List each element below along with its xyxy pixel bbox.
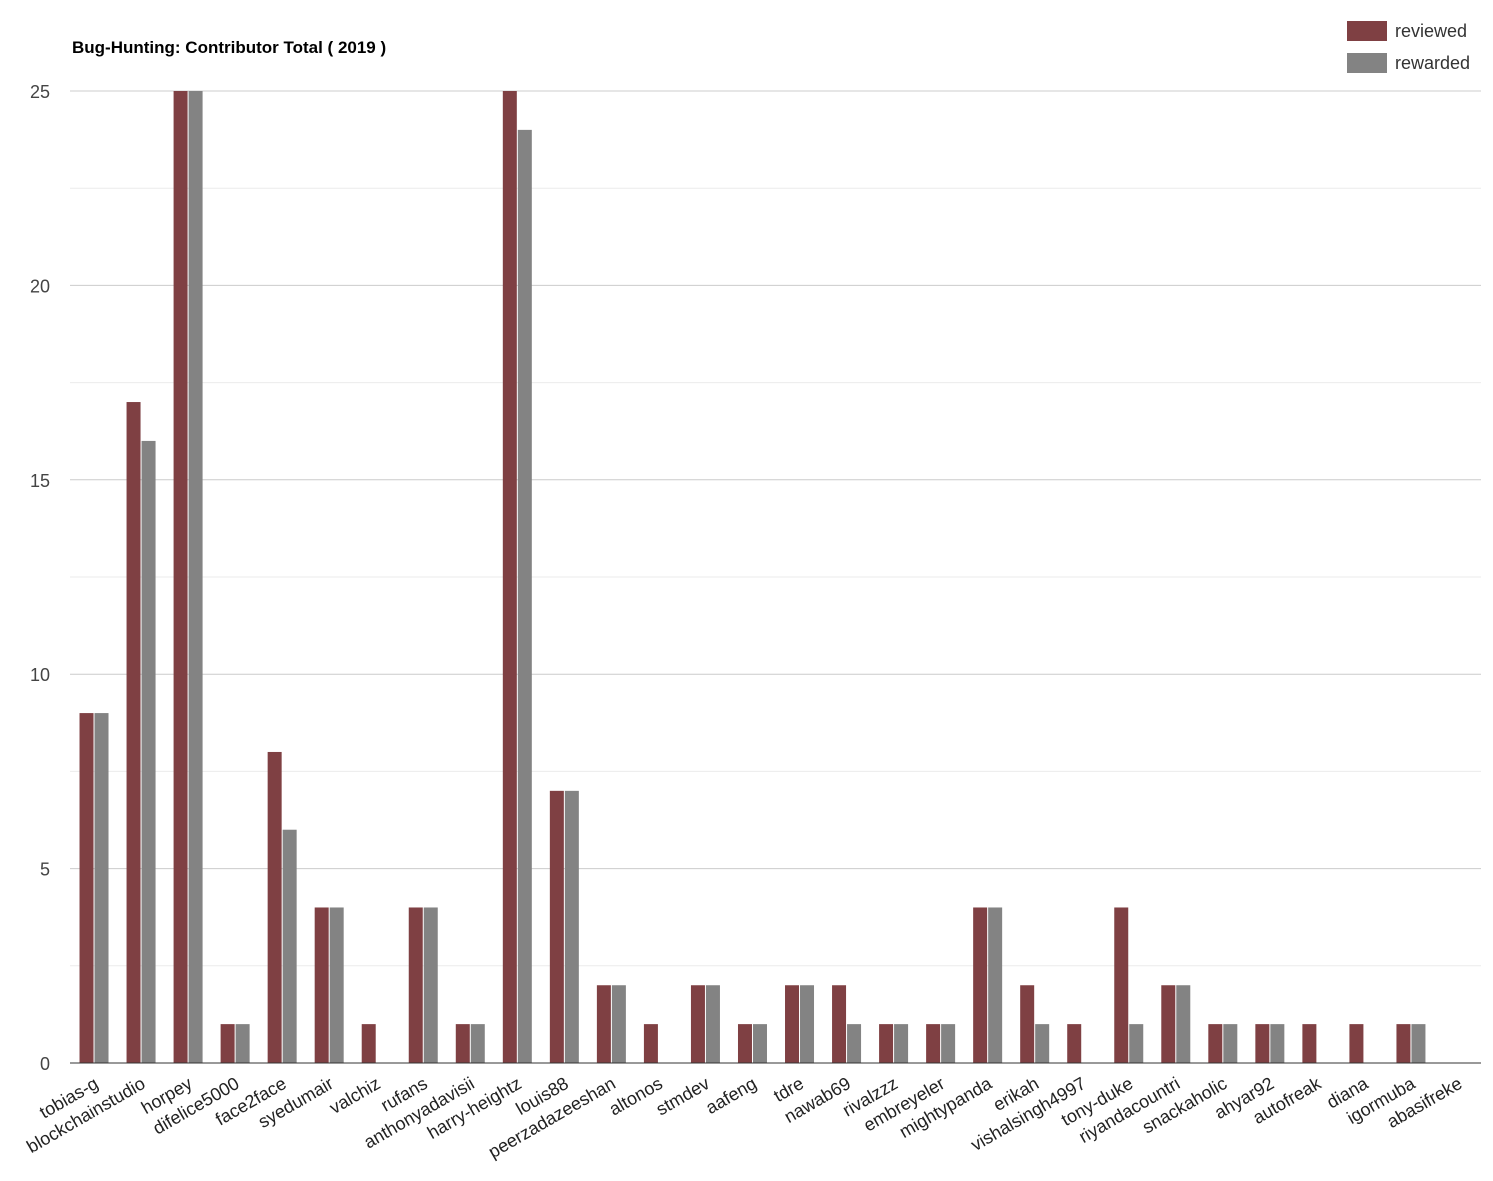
y-tick-label: 20 (30, 276, 50, 296)
bar-rewarded-harry-heightz[interactable] (517, 129, 532, 1063)
gridlines (70, 90, 1481, 967)
bar-rewarded-aafeng[interactable] (752, 1024, 767, 1063)
bar-reviewed-stmdev[interactable] (690, 985, 705, 1063)
bar-rewarded-tobias-g[interactable] (94, 713, 109, 1063)
bar-reviewed-syedumair[interactable] (314, 907, 329, 1063)
bar-reviewed-nawab69[interactable] (832, 985, 847, 1063)
legend-swatch-rewarded (1347, 53, 1387, 73)
bar-reviewed-aafeng[interactable] (737, 1024, 752, 1063)
y-tick-label: 10 (30, 665, 50, 685)
bar-reviewed-louis88[interactable] (549, 790, 564, 1063)
bar-reviewed-valchiz[interactable] (361, 1024, 376, 1063)
bar-rewarded-riyandacountri[interactable] (1176, 985, 1191, 1063)
x-tick-label: aafeng (702, 1073, 760, 1118)
bar-reviewed-tdre[interactable] (785, 985, 800, 1063)
x-tick-label: stmdev (653, 1073, 713, 1119)
bar-rewarded-horpey[interactable] (188, 91, 203, 1063)
bar-reviewed-rufans[interactable] (408, 907, 423, 1063)
y-tick-label: 0 (40, 1054, 50, 1074)
bar-reviewed-embreyeler[interactable] (926, 1024, 941, 1063)
bar-reviewed-peerzadazeeshan[interactable] (596, 985, 611, 1063)
bar-rewarded-mightypanda[interactable] (988, 907, 1003, 1063)
bar-rewarded-louis88[interactable] (564, 790, 579, 1063)
legend-item-rewarded[interactable]: rewarded (1347, 52, 1470, 74)
bar-rewarded-snackaholic[interactable] (1223, 1024, 1238, 1063)
legend: reviewed rewarded (1347, 20, 1470, 84)
bar-reviewed-tony-duke[interactable] (1114, 907, 1129, 1063)
bar-rewarded-igormuba[interactable] (1411, 1024, 1426, 1063)
bar-rewarded-blockchainstudio[interactable] (141, 440, 156, 1063)
legend-swatch-reviewed (1347, 21, 1387, 41)
bar-reviewed-diana[interactable] (1349, 1024, 1364, 1063)
bar-rewarded-ahyar92[interactable] (1270, 1024, 1285, 1063)
bar-rewarded-difelice5000[interactable] (235, 1024, 250, 1063)
bar-rewarded-syedumair[interactable] (329, 907, 344, 1063)
bar-reviewed-autofreak[interactable] (1302, 1024, 1317, 1063)
bar-reviewed-snackaholic[interactable] (1208, 1024, 1223, 1063)
y-tick-label: 25 (30, 82, 50, 102)
bar-reviewed-erikah[interactable] (1020, 985, 1035, 1063)
y-tick-label: 5 (40, 860, 50, 880)
y-tick-label: 15 (30, 471, 50, 491)
bar-rewarded-face2face[interactable] (282, 829, 297, 1063)
bar-rewarded-rivalzzz[interactable] (894, 1024, 909, 1063)
bar-rewarded-peerzadazeeshan[interactable] (611, 985, 626, 1063)
legend-label-reviewed: reviewed (1395, 20, 1468, 41)
x-tick-label: altonos (606, 1073, 666, 1119)
bar-reviewed-rivalzzz[interactable] (879, 1024, 894, 1063)
x-tick-label: valchiz (326, 1073, 384, 1118)
bar-rewarded-tony-duke[interactable] (1129, 1024, 1144, 1063)
bar-reviewed-igormuba[interactable] (1396, 1024, 1411, 1063)
bar-reviewed-blockchainstudio[interactable] (126, 402, 141, 1063)
bar-rewarded-erikah[interactable] (1035, 1024, 1050, 1063)
bar-rewarded-nawab69[interactable] (847, 1024, 862, 1063)
bar-rewarded-embreyeler[interactable] (941, 1024, 956, 1063)
bar-reviewed-anthonyadavisii[interactable] (455, 1024, 470, 1063)
bar-rewarded-stmdev[interactable] (705, 985, 720, 1063)
bar-rewarded-rufans[interactable] (423, 907, 438, 1063)
bar-reviewed-harry-heightz[interactable] (502, 91, 517, 1063)
legend-item-reviewed[interactable]: reviewed (1347, 20, 1470, 42)
bar-reviewed-altonos[interactable] (643, 1024, 658, 1063)
bar-reviewed-face2face[interactable] (267, 751, 282, 1063)
chart-title: Bug-Hunting: Contributor Total ( 2019 ) (72, 38, 387, 57)
bar-reviewed-mightypanda[interactable] (973, 907, 988, 1063)
bar-reviewed-tobias-g[interactable] (79, 713, 94, 1063)
bar-reviewed-riyandacountri[interactable] (1161, 985, 1176, 1063)
bar-reviewed-horpey[interactable] (173, 91, 188, 1063)
axes: 0510152025tobias-gblockchainstudiohorpey… (23, 82, 1481, 1162)
bar-rewarded-tdre[interactable] (800, 985, 815, 1063)
bar-reviewed-vishalsingh4997[interactable] (1067, 1024, 1082, 1063)
legend-label-rewarded: rewarded (1395, 52, 1471, 73)
bar-reviewed-ahyar92[interactable] (1255, 1024, 1270, 1063)
bar-reviewed-difelice5000[interactable] (220, 1024, 235, 1063)
bar-rewarded-anthonyadavisii[interactable] (470, 1024, 485, 1063)
bars (79, 91, 1426, 1063)
